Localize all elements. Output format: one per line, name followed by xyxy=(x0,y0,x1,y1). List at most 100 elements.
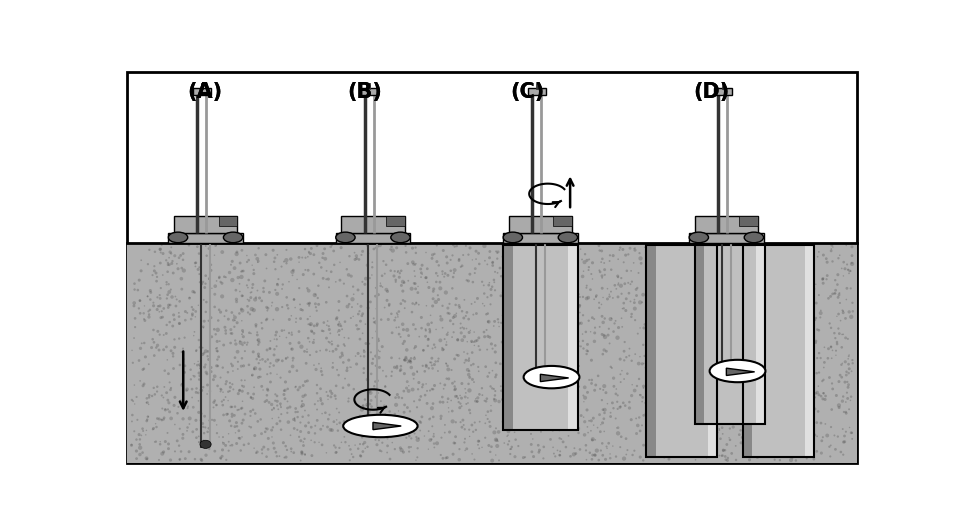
Point xyxy=(625,451,640,459)
Point xyxy=(748,400,763,409)
Point xyxy=(453,320,468,328)
Point xyxy=(542,366,558,375)
Point xyxy=(814,436,829,445)
Point xyxy=(801,426,816,434)
Point xyxy=(585,451,600,459)
Point xyxy=(314,441,329,449)
Point xyxy=(277,378,293,386)
Point xyxy=(541,321,557,330)
Point xyxy=(213,373,228,382)
Point xyxy=(360,443,375,451)
Point xyxy=(129,435,144,444)
Point xyxy=(421,415,437,423)
Point xyxy=(593,421,609,429)
Point xyxy=(533,427,548,436)
Point xyxy=(667,373,683,382)
Point xyxy=(324,389,340,398)
Point xyxy=(254,445,270,454)
Point xyxy=(652,414,667,422)
Point xyxy=(830,310,846,318)
Point xyxy=(451,455,467,464)
Point xyxy=(259,306,275,315)
Point xyxy=(319,298,334,306)
Point xyxy=(359,402,374,410)
Point xyxy=(683,307,698,315)
Point xyxy=(584,416,599,425)
Point xyxy=(577,394,592,402)
Point xyxy=(387,316,402,324)
Bar xyxy=(646,245,717,457)
Point xyxy=(748,341,763,350)
Point xyxy=(600,285,615,293)
Point xyxy=(508,273,523,281)
Point xyxy=(356,352,372,361)
Point xyxy=(403,363,419,372)
Point xyxy=(662,430,678,439)
Point xyxy=(793,302,808,311)
Point xyxy=(469,336,485,345)
Point xyxy=(792,385,807,393)
Point xyxy=(700,336,715,345)
Point xyxy=(457,434,472,443)
Point xyxy=(750,348,765,356)
Point xyxy=(690,314,706,323)
Point xyxy=(609,424,624,432)
Point xyxy=(409,299,424,307)
Point xyxy=(761,262,777,270)
Point xyxy=(492,397,507,406)
Point xyxy=(215,388,230,396)
Point xyxy=(192,360,207,369)
Point xyxy=(566,302,582,311)
Point xyxy=(192,364,207,372)
Point xyxy=(471,260,487,268)
Point xyxy=(606,404,621,413)
Point xyxy=(529,423,544,432)
Point xyxy=(397,242,413,250)
Point xyxy=(477,302,492,310)
Point xyxy=(447,385,463,393)
Point xyxy=(200,427,215,436)
Point xyxy=(387,410,402,418)
Point xyxy=(522,363,538,372)
Point xyxy=(593,258,609,267)
Point xyxy=(190,242,205,251)
Point xyxy=(306,250,322,259)
Point xyxy=(682,277,697,286)
Point xyxy=(594,284,610,293)
Point xyxy=(254,297,270,305)
Point xyxy=(722,364,737,372)
Point xyxy=(845,435,860,443)
Point xyxy=(649,346,664,354)
Point xyxy=(702,279,717,287)
Point xyxy=(229,348,245,356)
Point xyxy=(739,294,755,302)
Point xyxy=(551,389,566,398)
Point xyxy=(472,345,488,354)
Bar xyxy=(743,245,814,457)
Point xyxy=(384,243,399,251)
Point xyxy=(782,372,798,380)
Point xyxy=(542,291,558,299)
Point xyxy=(616,375,632,383)
Point xyxy=(636,382,651,390)
Point xyxy=(736,280,752,288)
Point xyxy=(540,294,556,303)
Point xyxy=(328,345,344,353)
Point xyxy=(259,264,275,273)
Text: (A): (A) xyxy=(187,82,222,102)
Point xyxy=(496,418,512,427)
Point xyxy=(468,264,483,273)
Point xyxy=(279,293,295,302)
Point xyxy=(622,344,637,353)
Point xyxy=(753,401,768,409)
Point xyxy=(726,379,741,387)
Bar xyxy=(743,245,814,457)
Point xyxy=(720,456,735,464)
Point xyxy=(522,315,538,323)
Bar xyxy=(503,245,513,430)
Point xyxy=(396,337,412,345)
Point xyxy=(610,333,625,342)
Point xyxy=(368,284,383,292)
Point xyxy=(833,448,849,456)
Point xyxy=(698,309,713,317)
